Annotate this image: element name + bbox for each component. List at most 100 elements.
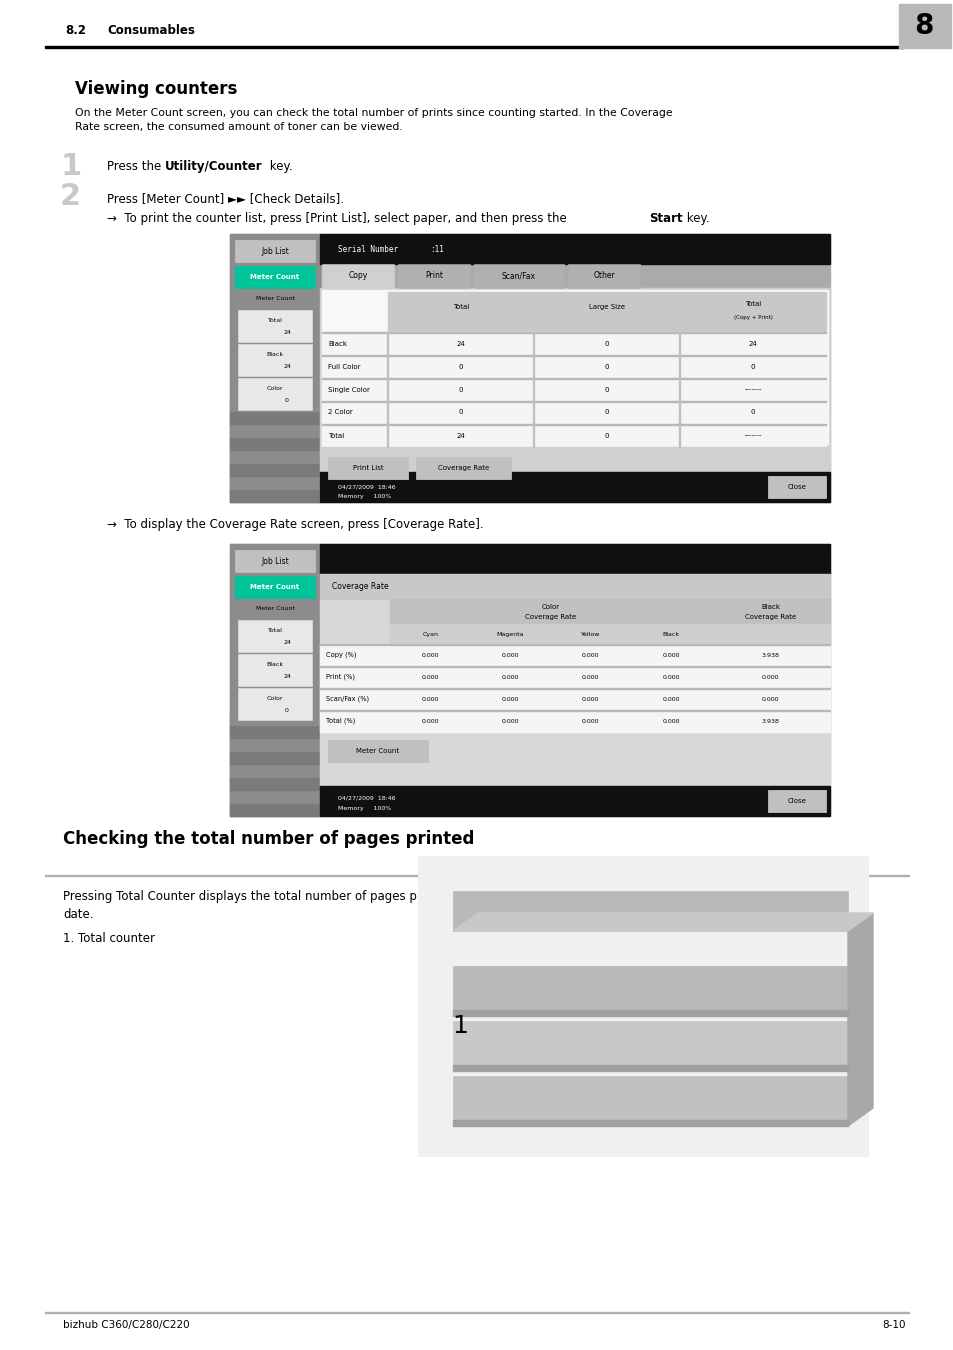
Text: →  To print the counter list, press [Print List], select paper, and then press t: → To print the counter list, press [Prin… <box>107 212 570 225</box>
Text: Job List: Job List <box>261 556 289 566</box>
Text: Black: Black <box>266 662 283 667</box>
Bar <box>388 292 825 332</box>
Text: Color: Color <box>267 386 283 390</box>
Text: 0.000: 0.000 <box>661 718 679 724</box>
Text: Black: Black <box>266 351 283 356</box>
Bar <box>319 472 829 502</box>
Bar <box>453 1076 847 1126</box>
Bar <box>237 620 312 652</box>
Text: Checking the total number of pages printed: Checking the total number of pages print… <box>63 830 474 848</box>
Text: 8-10: 8-10 <box>882 1320 905 1330</box>
Text: 0.000: 0.000 <box>501 718 518 724</box>
Bar <box>319 688 829 710</box>
Bar <box>237 688 312 720</box>
Bar <box>230 424 319 437</box>
Bar <box>322 424 825 447</box>
Text: 2 Color: 2 Color <box>328 409 353 416</box>
Text: →  To display the Coverage Rate screen, press [Coverage Rate].: → To display the Coverage Rate screen, p… <box>107 518 483 531</box>
Text: 8.2: 8.2 <box>65 23 86 36</box>
Bar <box>390 599 829 624</box>
Text: Black: Black <box>328 340 347 347</box>
Text: 0.000: 0.000 <box>421 652 438 657</box>
Text: bizhub C360/C280/C220: bizhub C360/C280/C220 <box>63 1320 190 1330</box>
Bar <box>234 266 314 288</box>
Text: Magenta: Magenta <box>497 632 523 636</box>
Text: Print List: Print List <box>353 464 383 471</box>
Text: Serial Number: Serial Number <box>337 244 397 254</box>
Text: Copy (%): Copy (%) <box>326 652 356 659</box>
Text: 0: 0 <box>458 363 463 370</box>
Text: Viewing counters: Viewing counters <box>75 80 237 99</box>
Bar <box>453 1010 847 1017</box>
Bar <box>328 740 428 761</box>
Text: 0.000: 0.000 <box>501 675 518 679</box>
Bar <box>237 310 312 342</box>
Text: 0: 0 <box>285 707 289 713</box>
Text: Print (%): Print (%) <box>326 674 355 680</box>
Text: Color: Color <box>267 695 283 701</box>
Text: Coverage Rate: Coverage Rate <box>744 614 796 620</box>
Text: 0.000: 0.000 <box>761 697 779 702</box>
Bar <box>319 644 829 666</box>
Text: 3.938: 3.938 <box>760 652 779 657</box>
Text: Print: Print <box>424 271 442 281</box>
Text: 0: 0 <box>604 409 609 416</box>
Text: 0.000: 0.000 <box>581 697 598 702</box>
Bar <box>230 410 319 424</box>
Text: -------: ------- <box>743 432 760 439</box>
Text: Start: Start <box>648 212 682 225</box>
Text: Meter Count: Meter Count <box>250 585 299 590</box>
Text: 0.000: 0.000 <box>581 718 598 724</box>
Text: 0: 0 <box>750 409 755 416</box>
Text: Other: Other <box>593 271 615 281</box>
Bar <box>319 574 829 599</box>
Polygon shape <box>453 913 872 931</box>
Text: Cyan: Cyan <box>422 632 437 636</box>
Text: Meter Count: Meter Count <box>250 274 299 279</box>
Text: Scan/Fax: Scan/Fax <box>501 271 536 281</box>
Bar <box>322 265 394 288</box>
Text: key.: key. <box>266 161 293 173</box>
Text: 0: 0 <box>458 386 463 393</box>
Text: Job List: Job List <box>261 247 289 255</box>
Bar <box>230 725 319 738</box>
Text: date.: date. <box>63 909 93 921</box>
Bar <box>237 378 312 410</box>
Bar <box>322 290 827 444</box>
Bar <box>45 1312 908 1314</box>
Bar <box>322 401 825 424</box>
Text: Coverage Rate: Coverage Rate <box>437 464 489 471</box>
Text: Consumables: Consumables <box>107 23 194 36</box>
Text: Copy: Copy <box>348 271 367 281</box>
Bar <box>453 891 847 931</box>
Text: Coverage Rate: Coverage Rate <box>524 614 576 620</box>
Text: Meter Count: Meter Count <box>255 296 294 301</box>
Bar <box>319 599 829 786</box>
Text: Pressing Total Counter displays the total number of pages printed to: Pressing Total Counter displays the tota… <box>63 890 467 903</box>
Polygon shape <box>847 913 872 1126</box>
Bar <box>567 265 639 288</box>
Text: Total: Total <box>267 317 282 323</box>
Bar <box>322 378 825 401</box>
Bar <box>390 624 829 644</box>
Bar <box>230 803 319 815</box>
Text: Coverage Rate: Coverage Rate <box>332 582 388 591</box>
Text: Full Color: Full Color <box>328 363 360 370</box>
Text: -------: ------- <box>743 386 760 393</box>
Bar <box>453 967 847 1017</box>
Bar <box>319 710 829 732</box>
Text: 24: 24 <box>283 674 291 679</box>
Bar <box>322 447 825 458</box>
Bar <box>230 234 829 502</box>
Text: 2: 2 <box>60 182 81 211</box>
Text: Press the: Press the <box>107 161 165 173</box>
Text: Yellow: Yellow <box>580 632 599 636</box>
Text: Black: Black <box>760 603 780 610</box>
Text: 1: 1 <box>60 153 81 181</box>
Text: 0.000: 0.000 <box>421 675 438 679</box>
Bar <box>319 666 829 688</box>
Text: 04/27/2009  18:46: 04/27/2009 18:46 <box>337 795 395 801</box>
Text: 24: 24 <box>456 340 465 347</box>
Text: Rate screen, the consumed amount of toner can be viewed.: Rate screen, the consumed amount of tone… <box>75 122 402 132</box>
Text: 8: 8 <box>913 12 933 40</box>
